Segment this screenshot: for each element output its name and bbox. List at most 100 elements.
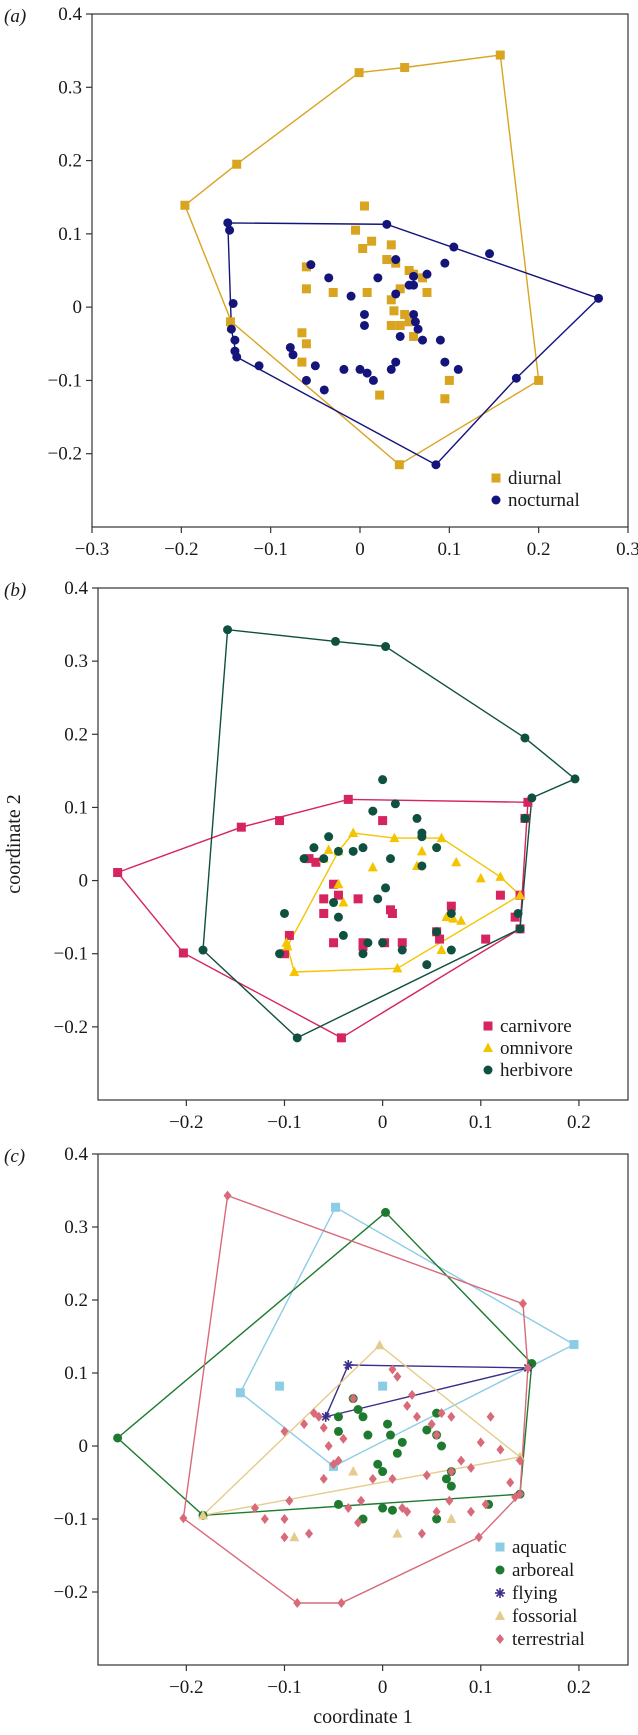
diurnal-point bbox=[422, 287, 432, 297]
x-tick-label: 0.1 bbox=[469, 1677, 493, 1698]
y-tick-label: 0.1 bbox=[58, 224, 82, 245]
terrestrial-point bbox=[466, 1506, 475, 1517]
diurnal-point bbox=[358, 244, 368, 254]
terrestrial-point bbox=[223, 1190, 232, 1201]
panel-a: −0.3 −0.2 −0.1 0 0.1 0.2 0.3 −0.2 −0.1 0 0.1 0.2 0.3… bbox=[4, 4, 638, 560]
nocturnal-point bbox=[409, 271, 419, 281]
diurnal-point bbox=[354, 68, 364, 78]
carnivore-point bbox=[311, 857, 321, 867]
legend-label-nocturnal: nocturnal bbox=[508, 490, 580, 511]
nocturnal-point bbox=[395, 331, 405, 341]
herbivore-point bbox=[432, 843, 442, 853]
diurnal-point bbox=[375, 390, 385, 400]
nocturnal-point bbox=[409, 280, 419, 290]
carnivore-point bbox=[435, 934, 445, 944]
nocturnal-point bbox=[368, 375, 378, 385]
y-tick-label: 0.4 bbox=[64, 578, 88, 599]
terrestrial-point bbox=[481, 1499, 490, 1510]
carnivore-point bbox=[178, 948, 188, 958]
x-tick-label: 0.1 bbox=[437, 539, 461, 560]
fossorial-point bbox=[392, 1528, 403, 1538]
y-tick-label: −0.1 bbox=[48, 370, 82, 391]
carnivore-point bbox=[333, 890, 343, 900]
terrestrial-point bbox=[305, 1528, 314, 1539]
carnivore-point bbox=[329, 879, 339, 889]
carnivore-point bbox=[336, 1033, 346, 1043]
fossorial-point bbox=[198, 1509, 209, 1520]
diurnal-point bbox=[386, 240, 396, 250]
diurnal-point bbox=[409, 331, 419, 341]
nocturnal-point bbox=[225, 225, 235, 235]
nocturnal-point bbox=[285, 342, 295, 352]
legend-label-fossorial: fossorial bbox=[512, 1606, 577, 1627]
nocturnal-point bbox=[440, 258, 450, 268]
omnivore-point bbox=[456, 915, 467, 925]
legend-label-flying: flying bbox=[512, 1583, 558, 1604]
arboreal-point bbox=[358, 1412, 368, 1422]
herbivore-point bbox=[333, 846, 343, 856]
y-tick-label: 0 bbox=[73, 297, 83, 318]
legend-marker-arboreal bbox=[495, 1565, 505, 1575]
omnivore-point bbox=[392, 962, 403, 973]
diurnal-point bbox=[328, 287, 338, 297]
carnivore-point bbox=[378, 816, 388, 826]
omnivore-point bbox=[338, 897, 349, 907]
x-axis-title: coordinate 1 bbox=[313, 1706, 412, 1728]
diurnal-point bbox=[534, 375, 544, 385]
y-tick-label: 0.3 bbox=[58, 77, 82, 98]
y-tick-label: 0.3 bbox=[64, 651, 88, 672]
herbivore-point bbox=[381, 642, 391, 652]
herbivore-point bbox=[520, 813, 530, 823]
nocturnal-point bbox=[301, 375, 311, 385]
nocturnal-point bbox=[440, 357, 450, 367]
nocturnal-point bbox=[422, 269, 432, 279]
nocturnal-point bbox=[230, 335, 240, 345]
y-tick-label: 0.3 bbox=[64, 1217, 88, 1238]
legend-label-terrestrial: terrestrial bbox=[512, 1629, 585, 1650]
panel-label: (c) bbox=[4, 1146, 25, 1167]
nocturnal-point bbox=[409, 309, 419, 319]
x-tick-label: −0.1 bbox=[253, 539, 287, 560]
herbivore-point bbox=[378, 775, 388, 785]
herbivore-point bbox=[412, 813, 422, 823]
nocturnal-point bbox=[431, 460, 441, 470]
terrestrial-point bbox=[300, 1419, 309, 1430]
nocturnal-point bbox=[230, 346, 240, 356]
legend-marker-aquatic bbox=[495, 1542, 505, 1552]
arboreal-point bbox=[387, 1505, 397, 1515]
carnivore-point bbox=[523, 797, 533, 807]
herbivore-point bbox=[275, 949, 285, 959]
arboreal-point bbox=[392, 1448, 402, 1458]
arboreal-point bbox=[432, 1514, 442, 1524]
carnivore-point bbox=[481, 934, 491, 944]
y-tick-label: 0.2 bbox=[64, 724, 88, 745]
nocturnal-point bbox=[418, 335, 428, 345]
omnivore-point bbox=[367, 861, 378, 872]
legend-marker-terrestrial bbox=[496, 1634, 504, 1644]
x-tick-label: 0 bbox=[355, 539, 365, 560]
arboreal-point bbox=[381, 1207, 391, 1217]
omnivore-point bbox=[495, 871, 506, 881]
nocturnal-point bbox=[435, 335, 445, 345]
aquatic-point bbox=[331, 1202, 341, 1212]
terrestrial-point bbox=[388, 1364, 397, 1375]
nocturnal-point bbox=[382, 219, 392, 229]
omnivore-point bbox=[448, 913, 459, 923]
carnivore-point bbox=[353, 894, 363, 904]
fossorial-point bbox=[446, 1513, 457, 1523]
terrestrial-point bbox=[319, 1473, 328, 1484]
terrestrial-point bbox=[516, 1455, 525, 1466]
nocturnal-point bbox=[355, 364, 365, 374]
terrestrial-point bbox=[432, 1506, 441, 1517]
diurnal-point bbox=[444, 375, 454, 385]
terrestrial-point bbox=[466, 1462, 475, 1473]
terrestrial-point bbox=[393, 1371, 402, 1382]
herbivore-point bbox=[299, 854, 309, 864]
legend-label-aquatic: aquatic bbox=[512, 1537, 567, 1558]
terrestrial-point bbox=[506, 1477, 515, 1488]
diurnal-point bbox=[301, 339, 311, 349]
omnivore-point bbox=[451, 856, 462, 867]
diurnal-point bbox=[232, 159, 242, 169]
arboreal-point bbox=[333, 1499, 343, 1509]
diurnal-hull bbox=[184, 54, 540, 466]
